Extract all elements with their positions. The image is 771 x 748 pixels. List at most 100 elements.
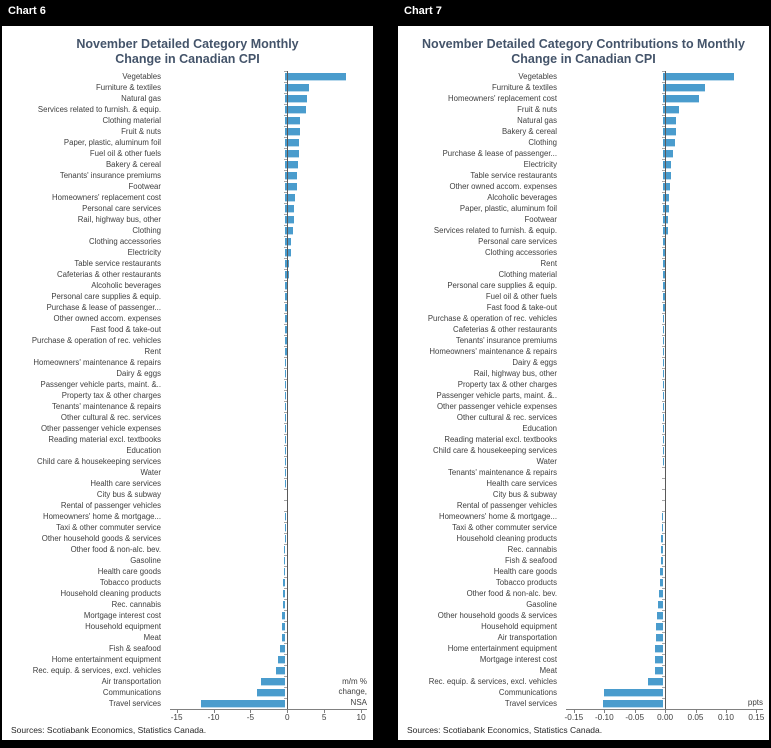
plot-cell xyxy=(165,533,367,544)
bar xyxy=(285,304,288,311)
bar-row: Clothing accessories xyxy=(7,236,367,247)
chart-panel: November Detailed Category Monthly Chang… xyxy=(2,26,373,740)
bar-row: Home entertainment equipment xyxy=(403,643,763,654)
category-label: Homeowners' replacement cost xyxy=(52,193,161,202)
category-label: Communications xyxy=(102,688,161,697)
plot-cell xyxy=(165,434,367,445)
bar xyxy=(662,117,677,124)
bar-row: Gasoline xyxy=(7,555,367,566)
bar-row: City bus & subway xyxy=(403,489,763,500)
category-label: Fish & seafood xyxy=(504,556,557,565)
plot-cell xyxy=(165,632,367,643)
bar-row: Health care goods xyxy=(7,566,367,577)
bar xyxy=(662,238,667,245)
category-label: Tobacco products xyxy=(99,578,161,587)
category-label: Furniture & textiles xyxy=(492,83,557,92)
category-label: Other cultural & rec. services xyxy=(456,413,557,422)
x-tick-mark xyxy=(756,709,758,713)
plot-cell xyxy=(561,698,763,709)
bar xyxy=(662,194,670,201)
axis-unit-note-line: ppts xyxy=(747,697,763,707)
plot-cell xyxy=(165,522,367,533)
bar-row: Clothing accessories xyxy=(403,247,763,258)
plot-cell xyxy=(561,148,763,159)
bar xyxy=(662,403,664,410)
category-label: Mortgage interest cost xyxy=(83,611,161,620)
category-label: Health care services xyxy=(486,479,557,488)
plot-cell xyxy=(561,324,763,335)
category-label: City bus & subway xyxy=(96,490,161,499)
chart-header-label: Chart 7 xyxy=(404,5,442,17)
category-label: Furniture & textiles xyxy=(96,83,161,92)
x-axis: -0.15 -0.10 -0.05 0.00 0.05 0.10 0.15 xyxy=(565,709,764,733)
bar-row: Natural gas xyxy=(7,93,367,104)
bar-row: Homeowners' replacement cost xyxy=(7,192,367,203)
plot-cell xyxy=(561,82,763,93)
bar-row: Table service restaurants xyxy=(7,258,367,269)
plot-cell xyxy=(561,137,763,148)
plot-cell xyxy=(561,280,763,291)
bar xyxy=(285,315,288,322)
category-label: Natural gas xyxy=(517,116,557,125)
plot-cell xyxy=(561,313,763,324)
plot-cell xyxy=(561,566,763,577)
plot-cell xyxy=(561,93,763,104)
category-label: Home entertainment equipment xyxy=(51,655,161,664)
plot-cell xyxy=(165,93,367,104)
bar xyxy=(285,513,286,520)
plot-area: Vegetables Furniture & textiles Homeowners… xyxy=(403,71,763,709)
bar-row: Other cultural & rec. services xyxy=(403,412,763,423)
bar-row: Rent xyxy=(7,346,367,357)
bar xyxy=(285,436,286,443)
category-label: Other food & non-alc. bev. xyxy=(466,589,557,598)
category-label: Alcoholic beverages xyxy=(91,281,161,290)
bar xyxy=(655,634,663,641)
bar-row: Personal care supplies & equip. xyxy=(7,291,367,302)
bar xyxy=(662,271,666,278)
chart-panel: November Detailed Category Contributions… xyxy=(398,26,769,740)
x-tick-label: 0 xyxy=(285,713,290,722)
bar xyxy=(283,590,286,597)
plot-cell xyxy=(165,335,367,346)
plot-cell xyxy=(561,71,763,82)
bar xyxy=(661,546,663,553)
bar-rows: Vegetables Furniture & textiles Natural ga… xyxy=(7,71,367,709)
bar-row: Other food & non-alc. bev. xyxy=(403,588,763,599)
bar-row: Homeowners' maintenance & repairs xyxy=(7,357,367,368)
category-label: Table service restaurants xyxy=(470,171,557,180)
plot-cell xyxy=(165,555,367,566)
bar-row: Personal care services xyxy=(403,236,763,247)
bar-row: Travel services xyxy=(7,698,367,709)
bar xyxy=(602,700,663,707)
category-label: Household equipment xyxy=(85,622,161,631)
bar xyxy=(662,161,671,168)
bar-row: Education xyxy=(403,423,763,434)
plot-cell xyxy=(561,214,763,225)
category-label: Rental of passenger vehicles xyxy=(456,501,557,510)
plot-area: Vegetables Furniture & textiles Natural ga… xyxy=(7,71,367,709)
bar xyxy=(283,579,286,586)
bar-row: Rail, highway bus, other xyxy=(403,368,763,379)
bar-row: Bakery & cereal xyxy=(403,126,763,137)
category-label: Electricity xyxy=(523,160,557,169)
bar-row: Clothing material xyxy=(7,115,367,126)
bar-row: Rec. cannabis xyxy=(7,599,367,610)
axis-unit-note: ppts xyxy=(748,698,763,709)
plot-cell xyxy=(165,665,367,676)
category-label: Communications xyxy=(498,688,557,697)
bar xyxy=(662,84,705,91)
plot-cell xyxy=(561,511,763,522)
plot-cell xyxy=(165,478,367,489)
plot-cell xyxy=(165,115,367,126)
plot-cell xyxy=(561,434,763,445)
bar xyxy=(285,524,286,531)
plot-cell xyxy=(165,511,367,522)
bar-rows: Vegetables Furniture & textiles Homeowners… xyxy=(403,71,763,709)
plot-cell xyxy=(561,159,763,170)
category-label: Meat xyxy=(143,633,161,642)
bar-row: Table service restaurants xyxy=(403,170,763,181)
bar xyxy=(659,579,663,586)
plot-cell xyxy=(561,192,763,203)
plot-cell xyxy=(561,346,763,357)
bar-row: Rental of passenger vehicles xyxy=(403,500,763,511)
